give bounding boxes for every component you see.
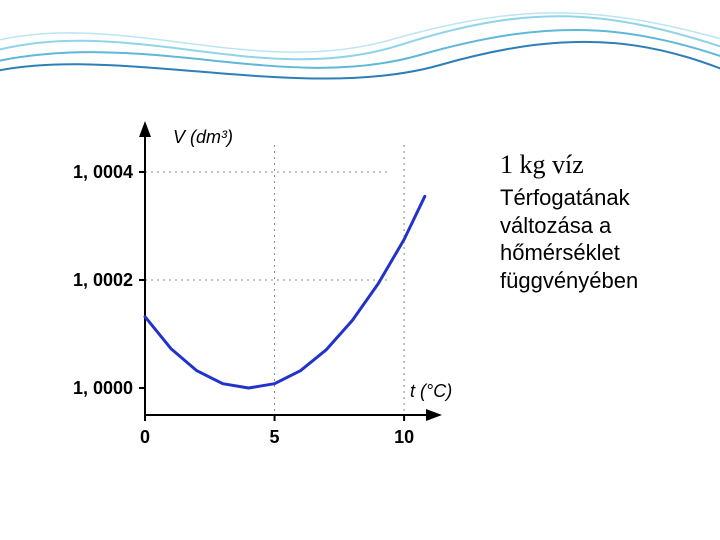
- svg-text:5: 5: [270, 427, 280, 447]
- caption-subtitle: Térfogatának változása a hőmérséklet füg…: [500, 184, 700, 294]
- slide-content: 1, 0000 1, 0002 1, 0004 0 5 10 V (dm³) t (°C) 1…: [60, 115, 680, 515]
- caption-block: 1 kg víz Térfogatának változása a hőmérs…: [500, 150, 700, 294]
- caption-title: 1 kg víz: [500, 150, 700, 180]
- svg-text:1, 0002: 1, 0002: [73, 270, 133, 290]
- caption-line: Térfogatának: [500, 185, 630, 210]
- svg-text:t (°C): t (°C): [410, 381, 452, 401]
- wave-decor: [0, 0, 720, 110]
- svg-text:10: 10: [394, 427, 414, 447]
- caption-line: hőmérséklet: [500, 240, 620, 265]
- svg-text:1, 0004: 1, 0004: [73, 162, 133, 182]
- volume-vs-temp-chart: 1, 0000 1, 0002 1, 0004 0 5 10 V (dm³) t (°C): [60, 115, 460, 475]
- svg-text:V (dm³): V (dm³): [173, 127, 233, 147]
- svg-text:0: 0: [140, 427, 150, 447]
- svg-text:1, 0000: 1, 0000: [73, 378, 133, 398]
- caption-line: függvényében: [500, 268, 638, 293]
- caption-line: változása a: [500, 213, 611, 238]
